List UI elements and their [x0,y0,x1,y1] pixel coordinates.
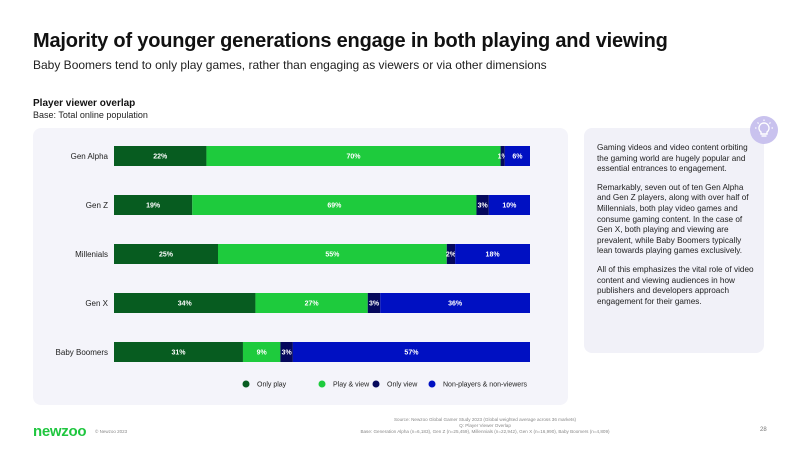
value-label-gen-alpha-only-play: 22% [153,154,168,161]
value-label-baby-boomers-only-play: 31% [171,350,186,357]
legend-marker-play-view [318,380,326,388]
bar-gen-x-only-play [114,293,256,313]
value-label-gen-x-only-view: 3% [369,301,380,308]
bar-gen-z-non-players-non-viewers [488,195,530,215]
source-line-3: Base: Generation Alpha (n=6,183), Gen Z … [360,429,610,435]
value-label-millenials-only-view: 2% [446,252,457,259]
page-number: 28 [760,427,767,433]
insight-paragraph-3: All of this emphasizes the vital role of… [597,264,754,306]
bar-gen-alpha-play-view [206,146,501,166]
value-label-gen-x-non-players-non-viewers: 36% [448,301,463,308]
legend-label-non-players-non-viewers: Non-players & non-viewers [443,382,528,389]
value-label-millenials-play-view: 55% [325,252,340,259]
value-label-gen-alpha-play-view: 70% [347,154,362,161]
value-label-millenials-non-players-non-viewers: 18% [486,252,501,259]
insight-text: Gaming videos and video content orbiting… [597,143,757,315]
bar-gen-alpha-only-play [114,146,207,166]
value-label-gen-z-only-play: 19% [146,203,161,210]
insight-paragraph-2: Remarkably, seven out of ten Gen Alpha a… [597,182,749,256]
bar-gen-z-only-play [114,195,193,215]
value-label-gen-alpha-only-view: 1% [498,154,509,161]
category-label-gen-alpha: Gen Alpha [71,152,109,161]
bar-millenials-play-view [218,244,447,264]
value-label-gen-x-only-play: 34% [178,301,193,308]
value-label-baby-boomers-play-view: 9% [257,350,268,357]
page-subtitle: Baby Boomers tend to only play games, ra… [33,58,547,72]
bar-gen-z-only-view [476,195,489,215]
bar-gen-x-only-view [367,293,381,313]
chart-base: Base: Total online population [33,110,148,120]
legend-label-only-play: Only play [257,382,287,389]
source-line-1: Source: Newzoo Global Gamer Study 2023 (… [393,417,577,422]
bar-gen-x-play-view [255,293,368,313]
bar-gen-alpha-non-players-non-viewers [504,146,530,166]
legend-label-play-view: Play & view [333,382,370,389]
value-label-baby-boomers-non-players-non-viewers: 57% [404,350,419,357]
bar-gen-alpha-only-view [500,146,505,166]
category-label-gen-x: Gen X [85,299,108,308]
value-label-gen-z-play-view: 69% [327,203,342,210]
bar-baby-boomers-only-view [280,342,293,362]
legend-marker-non-players-non-viewers [428,380,436,388]
bar-baby-boomers-play-view [242,342,281,362]
bar-millenials-non-players-non-viewers [455,244,530,264]
bar-millenials-only-play [114,244,218,264]
bar-gen-x-non-players-non-viewers [380,293,530,313]
chart-title: Player viewer overlap [33,98,136,109]
category-label-baby-boomers: Baby Boomers [56,348,108,357]
source-line-2: Q: Player Viewer Overlap [459,423,511,429]
value-label-gen-x-play-view: 27% [305,301,320,308]
category-label-millenials: Millenials [75,250,108,259]
category-label-gen-z: Gen Z [86,201,108,210]
bar-baby-boomers-only-play [114,342,243,362]
source-note: Source: Newzoo Global Gamer Study 2023 (… [300,417,670,436]
copyright: © Newzoo 2023 [95,429,128,434]
newzoo-logo: newzoo [33,423,87,440]
bar-baby-boomers-non-players-non-viewers [292,342,530,362]
insight-panel [584,128,764,353]
value-label-millenials-only-play: 25% [159,252,174,259]
value-label-baby-boomers-only-view: 3% [282,350,293,357]
bar-millenials-only-view [446,244,456,264]
legend-marker-only-play [242,380,250,388]
insight-paragraph-1: Gaming videos and video content orbiting… [597,143,748,174]
bar-gen-z-play-view [192,195,477,215]
value-label-gen-z-non-players-non-viewers: 10% [502,203,517,210]
value-label-gen-alpha-non-players-non-viewers: 6% [512,154,523,161]
value-label-gen-z-only-view: 3% [478,203,489,210]
legend-marker-only-view [372,380,380,388]
lightbulb-icon [750,116,778,144]
legend-label-only-view: Only view [387,382,418,389]
page-title: Majority of younger generations engage i… [33,30,668,52]
